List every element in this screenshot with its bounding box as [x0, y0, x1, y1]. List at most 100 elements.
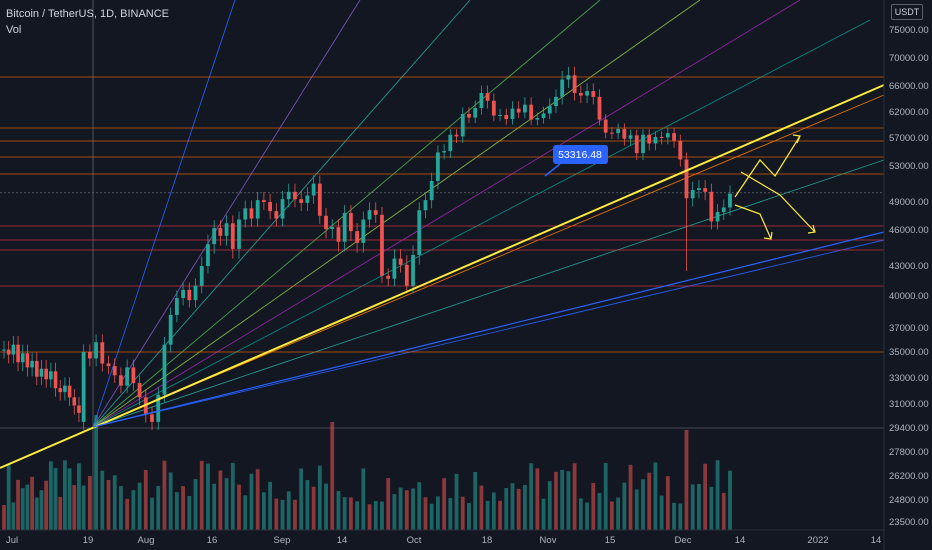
- candle: [721, 207, 726, 213]
- candle: [610, 132, 614, 134]
- candle: [193, 285, 198, 301]
- volume-bar: [392, 494, 397, 530]
- candle: [665, 133, 670, 138]
- candle: [597, 96, 602, 120]
- volume-label[interactable]: Vol: [6, 24, 22, 36]
- price-tick-label: 49000.00: [889, 197, 929, 208]
- candle: [703, 188, 708, 192]
- candle: [454, 134, 459, 137]
- volume-bar: [255, 469, 260, 530]
- volume-bar: [386, 478, 391, 530]
- candle: [49, 371, 53, 380]
- candle: [67, 385, 72, 398]
- candle: [249, 208, 254, 219]
- candle: [268, 202, 272, 212]
- candle: [672, 133, 676, 141]
- up-projection-path: [734, 135, 801, 198]
- volume-bar: [168, 472, 173, 530]
- candle: [187, 289, 192, 301]
- trendlines: [0, 84, 885, 469]
- candle: [39, 368, 44, 377]
- volume-bar: [448, 498, 453, 530]
- volume-bar: [665, 476, 670, 530]
- volume-bar: [243, 495, 248, 530]
- currency-button[interactable]: USDT: [891, 4, 923, 20]
- candle: [293, 191, 297, 200]
- horizontal-levels: 67015.3359536.0757819.9355400.7753374.41…: [0, 70, 932, 359]
- candle: [2, 349, 6, 351]
- candle: [218, 228, 223, 236]
- volume-bar: [311, 486, 316, 530]
- candle: [255, 200, 260, 219]
- price-tick-label: 23500.00: [889, 517, 929, 528]
- volume-bar: [578, 498, 583, 530]
- symbol-title[interactable]: Bitcoin / TetherUS, 1D, BINANCE: [6, 8, 170, 20]
- candle: [417, 210, 422, 255]
- volume-bar: [616, 497, 621, 530]
- volume-bar: [429, 503, 434, 530]
- volume-bar: [125, 498, 130, 530]
- candle: [560, 79, 565, 97]
- price-tick-label: 29400.00: [889, 423, 929, 434]
- candle: [30, 360, 34, 368]
- candle: [16, 344, 20, 363]
- volume-bar: [610, 501, 614, 530]
- up-arrowhead: [792, 134, 801, 144]
- volume-bar: [697, 483, 701, 530]
- candle: [566, 75, 571, 80]
- candle: [678, 140, 683, 160]
- time-tick-label: 14: [871, 535, 882, 546]
- price-callout[interactable]: 53316.48: [544, 145, 608, 177]
- candle: [473, 107, 478, 118]
- volume-bar: [162, 460, 167, 530]
- volume-bar: [373, 501, 378, 530]
- candle: [554, 96, 558, 107]
- volume-bar: [361, 468, 366, 530]
- volume-bar: [81, 485, 86, 530]
- candle: [535, 118, 540, 120]
- candle: [367, 210, 372, 220]
- volume-bar: [324, 483, 328, 530]
- price-tick-label: 24800.00: [889, 495, 929, 506]
- candle: [299, 199, 304, 203]
- price-tick-label: 35000.00: [889, 347, 929, 358]
- time-tick-label: Jul: [6, 535, 18, 546]
- price-axis[interactable]: 75000.00 70000.00 66000.00 62000.00 57000.00…: [883, 0, 932, 550]
- candle: [224, 223, 229, 236]
- candle: [112, 366, 117, 376]
- volume-bar: [63, 460, 67, 530]
- candle: [286, 191, 291, 200]
- volume-bar: [261, 492, 266, 530]
- candle: [125, 367, 130, 386]
- time-axis[interactable]: Jul 19 Aug 16 Sep 14 Oct 18 Nov 15 Dec 14 2022 14: [0, 529, 884, 546]
- volume-bar: [342, 497, 347, 530]
- volume-bar: [504, 488, 509, 530]
- volume-bar: [473, 471, 478, 530]
- candle: [479, 92, 484, 108]
- candle: [728, 193, 732, 208]
- volume-bar: [628, 464, 633, 530]
- volume-bar: [560, 469, 565, 530]
- volume-bar: [137, 482, 142, 530]
- volume-bar: [597, 493, 602, 530]
- candle: [641, 134, 645, 154]
- price-tick-label: 31000.00: [889, 399, 929, 410]
- volume-bars: [2, 415, 732, 530]
- candle: [697, 188, 701, 190]
- volume-bar: [305, 480, 310, 530]
- volume-bar: [156, 486, 161, 530]
- volume-bar: [330, 422, 335, 530]
- volume-bar: [653, 462, 658, 530]
- candle: [684, 159, 689, 199]
- time-tick-label: 16: [207, 535, 218, 546]
- price-tick-label: 62000.00: [889, 107, 929, 118]
- volume-bar: [206, 463, 210, 530]
- main-trendline: [0, 84, 885, 469]
- volume-bar: [348, 497, 353, 530]
- candle: [25, 353, 30, 368]
- volume-bar: [224, 478, 229, 530]
- fan-line: [92, 19, 871, 428]
- candle: [485, 92, 490, 101]
- volume-bar: [230, 462, 235, 530]
